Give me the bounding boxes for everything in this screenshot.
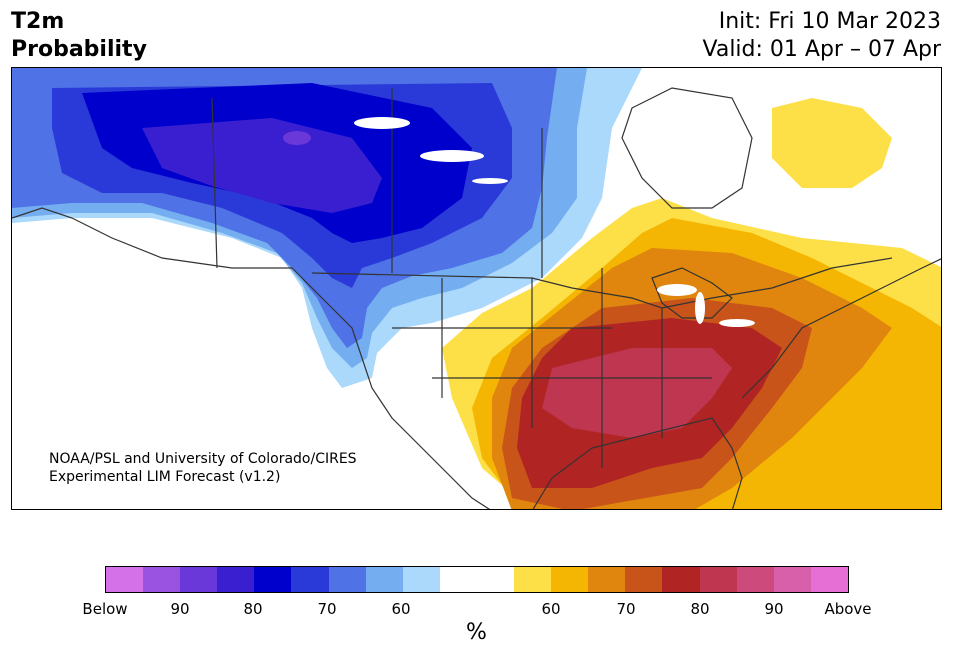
- colorbar-tick-label: Above: [824, 600, 871, 618]
- credit-line-1: NOAA/PSL and University of Colorado/CIRE…: [49, 450, 357, 468]
- title-line-variable: T2m: [11, 8, 147, 36]
- colorbar-tick-label: Below: [82, 600, 127, 618]
- above-55-area-quebec: [772, 98, 892, 188]
- colorbar-segment: [588, 567, 625, 592]
- colorbar-tick-label: 70: [616, 600, 635, 618]
- colorbar-unit: %: [466, 620, 487, 645]
- lake-athabasca: [472, 178, 508, 184]
- forecast-map: [11, 67, 942, 510]
- map-canvas: [12, 68, 942, 510]
- title-line-probability: Probability: [11, 36, 147, 64]
- hudson-bay-outline: [622, 88, 752, 208]
- colorbar-tick-label: 90: [170, 600, 189, 618]
- colorbar-segment: [477, 567, 514, 592]
- colorbar-segment: [366, 567, 403, 592]
- colorbar-segment: [811, 567, 848, 592]
- valid-range: Valid: 01 Apr – 07 Apr: [703, 36, 942, 64]
- colorbar-tick-label: 70: [317, 600, 336, 618]
- colorbar-segment: [329, 567, 366, 592]
- colorbar-segment: [700, 567, 737, 592]
- colorbar-segment: [774, 567, 811, 592]
- colorbar-segment: [625, 567, 662, 592]
- great-slave-lake: [420, 150, 484, 162]
- colorbar-tick-label: 90: [764, 600, 783, 618]
- colorbar-tick-label: 60: [541, 600, 560, 618]
- below-90-area: [283, 131, 311, 145]
- colorbar-segment: [403, 567, 440, 592]
- colorbar-segment: [180, 567, 217, 592]
- great-bear-lake: [354, 117, 410, 129]
- colorbar-segment: [254, 567, 291, 592]
- colorbar-tick-label: 60: [391, 600, 410, 618]
- forecast-dates: Init: Fri 10 Mar 2023 Valid: 01 Apr – 07…: [703, 8, 942, 64]
- colorbar-segment: [737, 567, 774, 592]
- colorbar-segment: [143, 567, 180, 592]
- colorbar-segment: [514, 567, 551, 592]
- init-date: Init: Fri 10 Mar 2023: [703, 8, 942, 36]
- data-credit: NOAA/PSL and University of Colorado/CIRE…: [49, 450, 357, 486]
- colorbar-segment: [440, 567, 477, 592]
- map-title: T2m Probability: [11, 8, 147, 64]
- lake-erie: [719, 319, 755, 327]
- colorbar: [105, 566, 849, 593]
- colorbar-segment: [291, 567, 328, 592]
- lake-michigan: [695, 292, 705, 324]
- colorbar-segment: [217, 567, 254, 592]
- colorbar-tick-label: 80: [690, 600, 709, 618]
- lake-superior: [657, 284, 697, 296]
- credit-line-2: Experimental LIM Forecast (v1.2): [49, 468, 357, 486]
- colorbar-segment: [106, 567, 143, 592]
- colorbar-segment: [551, 567, 588, 592]
- colorbar-tick-label: 80: [243, 600, 262, 618]
- colorbar-segment: [662, 567, 699, 592]
